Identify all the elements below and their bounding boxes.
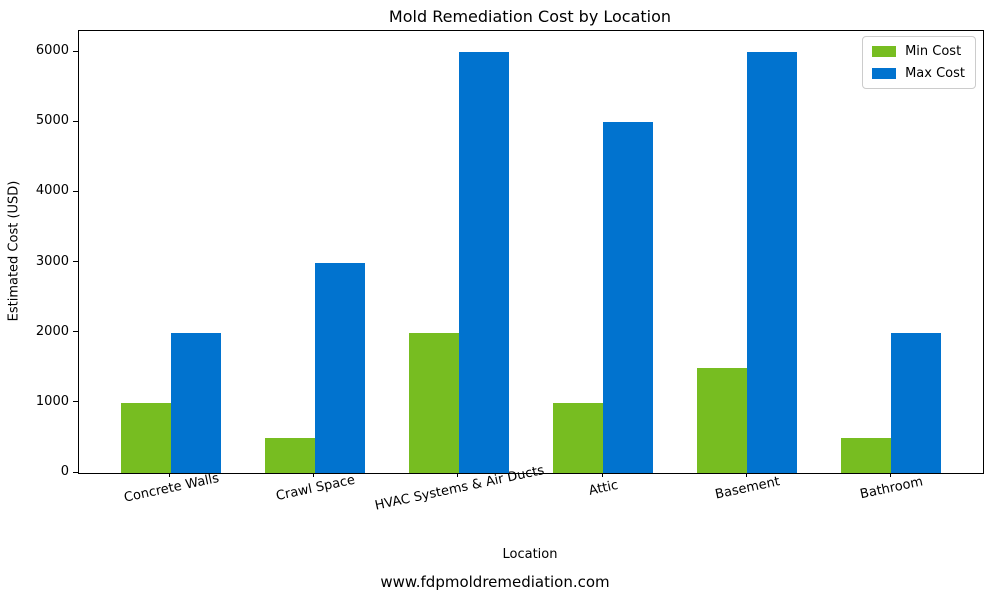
y-tick-label: 1000: [35, 393, 69, 409]
y-tick-mark: [73, 331, 78, 333]
max-cost-bar: [747, 52, 798, 473]
y-tick-mark: [73, 261, 78, 263]
legend-label-max-cost: Max Cost: [905, 66, 965, 81]
max-cost-swatch: [872, 68, 897, 79]
legend-label-min-cost: Min Cost: [905, 44, 962, 59]
y-tick-mark: [73, 50, 78, 52]
min-cost-bar: [408, 332, 459, 473]
min-cost-bar: [553, 402, 604, 473]
min-cost-bar: [841, 437, 892, 473]
min-cost-bar: [120, 402, 171, 473]
y-tick-mark: [73, 120, 78, 122]
y-tick-mark: [73, 190, 78, 192]
y-tick-mark: [73, 401, 78, 403]
max-cost-bar: [458, 52, 509, 473]
y-tick-label: 0: [60, 464, 69, 479]
x-tick-label: Concrete Walls: [122, 470, 220, 506]
x-tick-mark: [313, 472, 315, 477]
max-cost-bar: [891, 332, 942, 473]
max-cost-bar: [603, 122, 654, 473]
plot-area: Min Cost Max Cost: [78, 30, 984, 474]
y-tick-label: 6000: [35, 43, 69, 59]
legend-item-min-cost: Min Cost: [872, 44, 965, 59]
y-tick-label: 5000: [35, 113, 69, 129]
y-tick-label: 4000: [35, 183, 69, 199]
x-tick-label: Bathroom: [859, 474, 925, 503]
y-tick-label: 3000: [35, 253, 69, 269]
legend: Min Cost Max Cost: [862, 36, 976, 89]
legend-item-max-cost: Max Cost: [872, 66, 965, 81]
min-cost-bar: [264, 437, 315, 473]
x-tick-mark: [601, 472, 603, 477]
y-tick-label: 2000: [35, 323, 69, 339]
x-tick-mark: [889, 472, 891, 477]
chart-title: Mold Remediation Cost by Location: [388, 7, 672, 26]
y-tick-mark: [73, 471, 78, 473]
x-tick-mark: [169, 472, 171, 477]
x-tick-label: Basement: [714, 474, 782, 503]
min-cost-bar: [697, 367, 748, 473]
max-cost-bar: [170, 332, 221, 473]
y-axis-label: Estimated Cost (USD): [6, 180, 22, 322]
x-tick-mark: [745, 472, 747, 477]
x-tick-label: Attic: [587, 477, 620, 499]
footer-url: www.fdpmoldremediation.com: [380, 573, 610, 591]
x-tick-mark: [457, 472, 459, 477]
max-cost-bar: [314, 262, 365, 473]
min-cost-swatch: [872, 46, 897, 57]
x-tick-label: Crawl Space: [274, 472, 357, 505]
x-axis-label: Location: [502, 547, 558, 562]
